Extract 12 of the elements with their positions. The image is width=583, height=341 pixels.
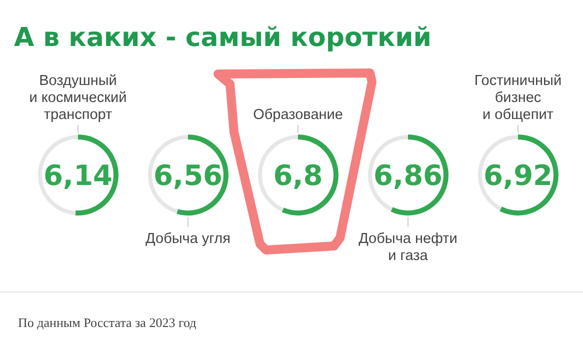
data-label: 6,8: [273, 159, 323, 192]
category-label: Добыча угля: [146, 231, 230, 247]
category-label: Образование: [253, 107, 343, 123]
category-label: Воздушный и космический транспорт: [29, 73, 127, 123]
data-label: 6,14: [43, 159, 113, 192]
text: А в каких - самый короткий: [14, 23, 432, 53]
category-label: Добыча нефти и газа: [358, 231, 458, 264]
data-label: 6,86: [373, 159, 443, 192]
data-label: 6,56: [153, 159, 223, 192]
text: По данным Росстата за 2023 год: [18, 315, 197, 330]
data-label: 6,92: [483, 159, 553, 192]
category-label: Гостиничный бизнес и общепит: [474, 73, 562, 123]
